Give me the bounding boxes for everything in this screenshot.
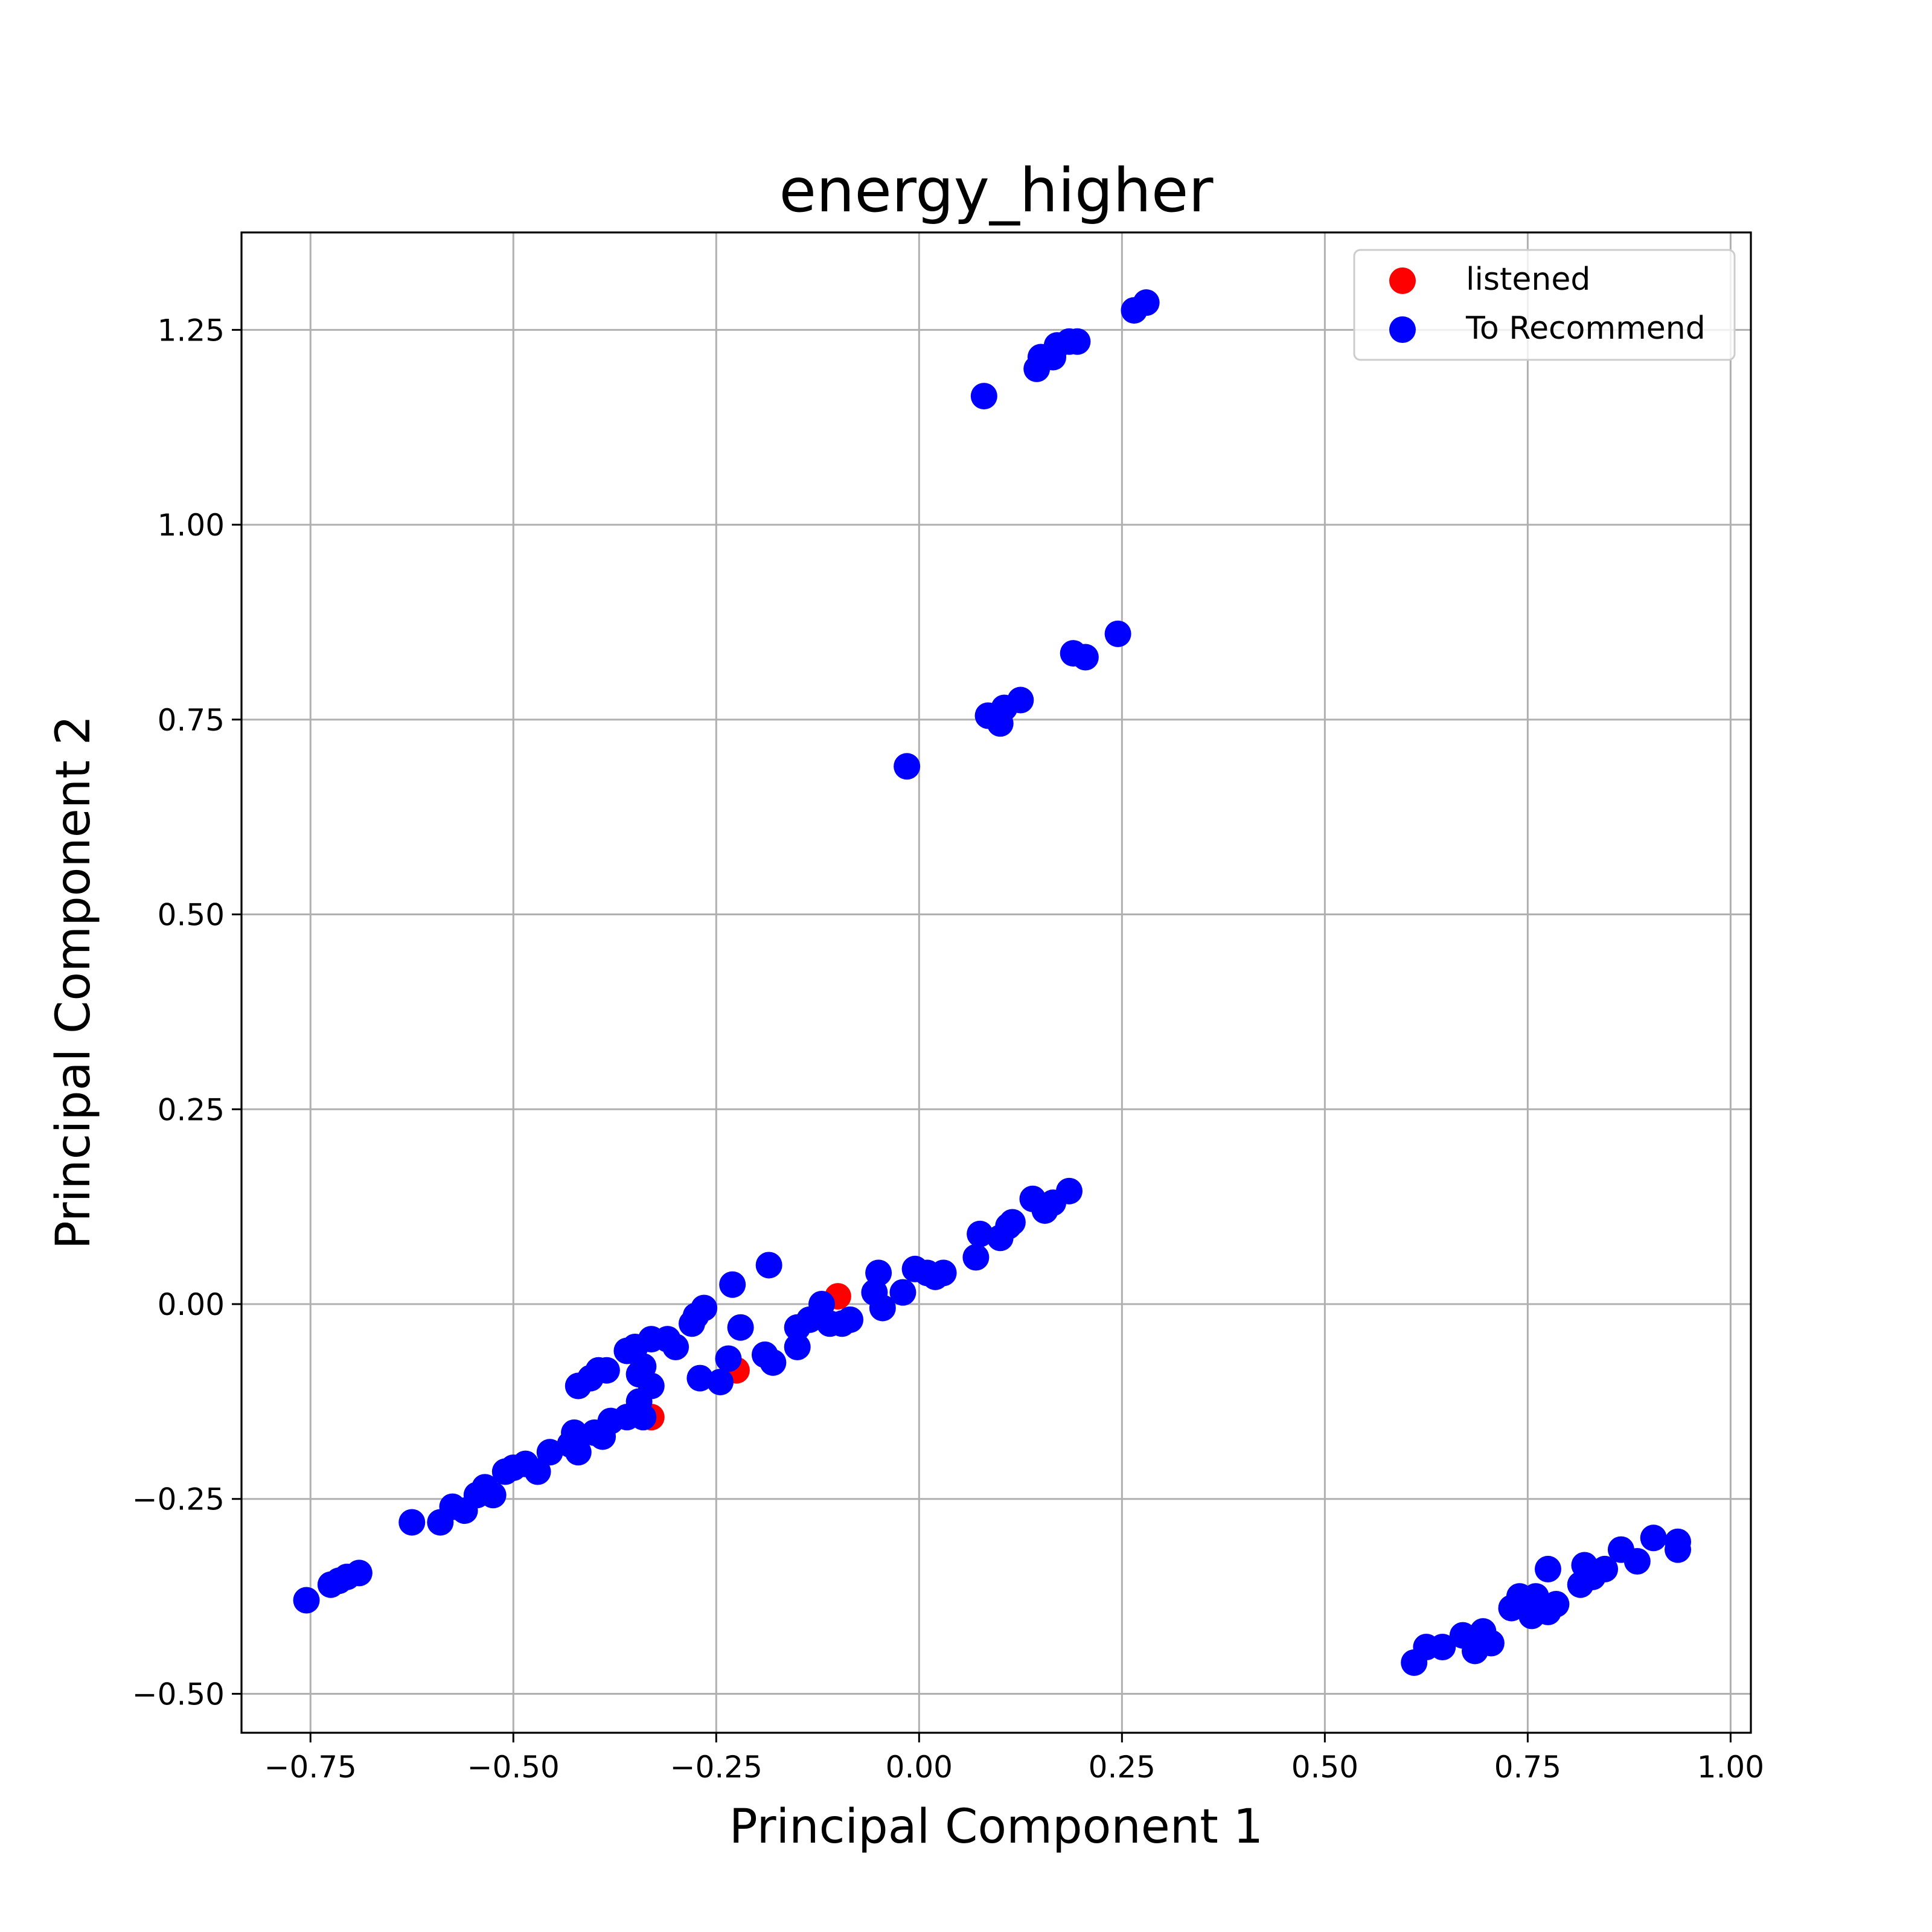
- point-to-recommend: [1104, 620, 1131, 647]
- point-to-recommend: [1055, 1177, 1083, 1204]
- x-axis-label: Principal Component 1: [729, 1800, 1263, 1854]
- data-points: [293, 289, 1692, 1676]
- point-to-recommend: [784, 1334, 811, 1360]
- point-to-recommend: [686, 1364, 714, 1392]
- point-to-recommend: [479, 1482, 507, 1509]
- chart-title: energy_higher: [779, 155, 1214, 226]
- legend: listened To Recommend: [1353, 249, 1736, 361]
- point-to-recommend: [865, 1259, 892, 1287]
- point-to-recommend: [755, 1252, 782, 1279]
- y-tick-label: 0.00: [158, 1287, 225, 1322]
- point-to-recommend: [1064, 328, 1091, 355]
- x-tick-label: −0.25: [670, 1750, 763, 1785]
- point-to-recommend: [593, 1357, 620, 1384]
- point-to-recommend: [869, 1294, 896, 1322]
- point-to-recommend: [293, 1587, 320, 1614]
- legend-box: [1353, 249, 1736, 361]
- point-to-recommend: [1640, 1524, 1667, 1552]
- point-to-recommend: [962, 1244, 990, 1271]
- y-tick-label: −0.25: [132, 1482, 225, 1517]
- point-to-recommend: [691, 1294, 718, 1322]
- axis-ticks: −0.75 −0.50 −0.25 0.00 0.25 0.50 0.75 1.00 −0.50…: [132, 313, 1764, 1785]
- point-to-recommend: [1665, 1536, 1692, 1563]
- y-tick-label: 1.25: [158, 313, 225, 348]
- x-tick-label: 0.50: [1291, 1750, 1358, 1785]
- point-to-recommend: [1477, 1630, 1505, 1657]
- point-to-recommend: [894, 753, 921, 780]
- point-to-recommend: [1591, 1555, 1619, 1582]
- point-to-recommend: [536, 1439, 563, 1466]
- legend-marker-to-recommend: [1389, 316, 1416, 343]
- point-to-recommend: [719, 1271, 746, 1298]
- point-to-recommend: [1072, 644, 1099, 671]
- point-to-recommend: [930, 1259, 957, 1287]
- point-to-recommend: [1429, 1634, 1456, 1660]
- x-tick-label: 0.00: [886, 1750, 953, 1785]
- x-tick-label: −0.75: [264, 1750, 357, 1785]
- point-to-recommend: [967, 1220, 994, 1247]
- legend-marker-listened: [1389, 267, 1416, 294]
- point-to-recommend: [760, 1349, 787, 1376]
- plot-frame: [240, 231, 1752, 1734]
- x-tick-label: −0.50: [467, 1750, 560, 1785]
- point-to-recommend: [889, 1279, 916, 1306]
- y-tick-label: 0.50: [158, 898, 225, 933]
- y-tick-label: 0.75: [158, 703, 225, 738]
- point-to-recommend: [398, 1509, 426, 1536]
- y-tick-label: 0.25: [158, 1092, 225, 1127]
- point-to-recommend: [524, 1458, 551, 1485]
- point-to-recommend: [727, 1314, 754, 1341]
- point-to-recommend: [715, 1345, 742, 1372]
- point-to-recommend: [662, 1334, 689, 1360]
- point-to-recommend: [630, 1404, 657, 1431]
- x-tick-label: 1.00: [1697, 1750, 1764, 1785]
- point-to-recommend: [1133, 289, 1160, 316]
- y-tick-label: 1.00: [158, 508, 225, 543]
- point-to-recommend: [1007, 686, 1034, 714]
- point-to-recommend: [345, 1559, 373, 1587]
- point-to-recommend: [999, 1209, 1026, 1236]
- legend-label-to-recommend: To Recommend: [1465, 310, 1706, 347]
- y-axis-label: Principal Component 2: [46, 715, 101, 1249]
- point-to-recommend: [1623, 1548, 1651, 1575]
- point-to-recommend: [837, 1306, 864, 1333]
- point-to-recommend: [707, 1369, 734, 1396]
- point-to-recommend: [970, 383, 997, 410]
- point-to-recommend: [1534, 1555, 1561, 1582]
- point-to-recommend: [1543, 1591, 1570, 1617]
- x-tick-label: 0.75: [1494, 1750, 1561, 1785]
- legend-label-listened: listened: [1466, 261, 1590, 298]
- x-tick-label: 0.25: [1089, 1750, 1156, 1785]
- point-to-recommend: [565, 1439, 592, 1466]
- y-tick-label: −0.50: [132, 1677, 225, 1712]
